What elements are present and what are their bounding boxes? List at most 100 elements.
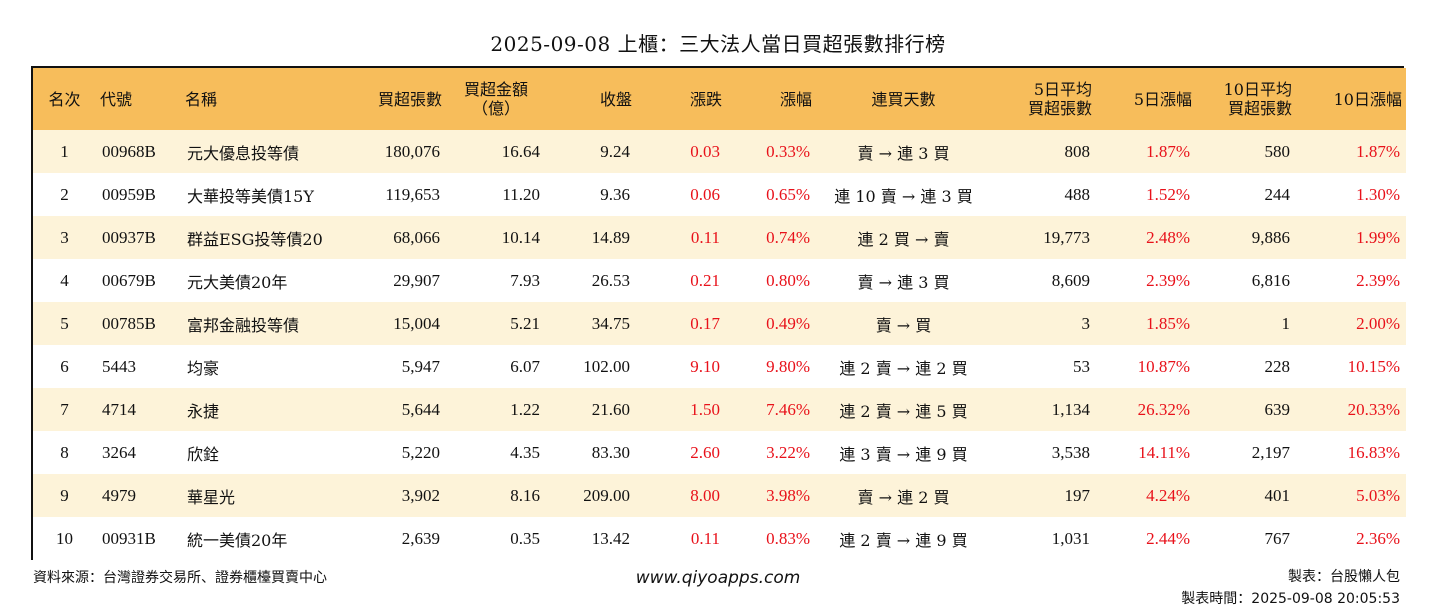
close-cell: 34.75 — [591, 313, 630, 333]
avg10-cell: 9,886 — [1251, 227, 1290, 247]
streak-cell: 賣 → 連 2 買 — [857, 487, 950, 507]
close-cell: 9.36 — [600, 184, 630, 204]
buy-amount-cell: 4.35 — [510, 442, 540, 462]
header-avg10: 10日平均 買超張數 — [1196, 68, 1296, 130]
avg10-cell: 401 — [1264, 485, 1291, 505]
close-cell: 13.42 — [591, 528, 630, 548]
change-cell: 2.60 — [690, 442, 720, 462]
rank-cell: 8 — [60, 442, 69, 462]
header-buy-amount-line1: 買超金額 — [463, 80, 528, 99]
buy-amount-cell: 0.35 — [510, 528, 540, 548]
pct5-cell: 1.52% — [1146, 184, 1190, 204]
close-cell: 21.60 — [591, 399, 630, 419]
buy-lots-cell: 15,004 — [393, 313, 440, 333]
table-row: 4 00679B 元大美債20年 29,907 7.93 26.53 0.21 0.80% 賣 … — [33, 259, 1406, 302]
pct5-cell: 26.32% — [1137, 399, 1190, 419]
maker-info: 製表：台股懶人包 製表時間：2025-09-08 20:05:53 — [1181, 566, 1400, 610]
pct5-cell: 1.87% — [1146, 141, 1190, 161]
close-cell: 102.00 — [583, 356, 630, 376]
code-cell: 00968B — [102, 141, 156, 161]
streak-cell: 賣 → 連 3 買 — [857, 143, 950, 163]
pct10-cell: 1.87% — [1356, 141, 1400, 161]
header-pct5: 5日漲幅 — [1133, 89, 1192, 109]
source-note: 資料來源：台灣證券交易所、證券櫃檯買賣中心 — [33, 570, 327, 586]
header-avg10-line1: 10日平均 — [1223, 80, 1292, 99]
change-cell: 0.03 — [690, 141, 720, 161]
header-buy-amount-line2: （億） — [471, 99, 520, 118]
header-pct: 漲幅 — [779, 89, 812, 109]
code-cell: 4979 — [102, 485, 136, 505]
streak-cell: 連 3 賣 → 連 9 買 — [839, 444, 968, 464]
change-cell: 0.06 — [690, 184, 720, 204]
avg10-cell: 6,816 — [1251, 270, 1290, 290]
pct-cell: 0.65% — [766, 184, 810, 204]
rank-cell: 7 — [60, 399, 69, 419]
streak-cell: 連 2 賣 → 連 2 買 — [839, 358, 968, 378]
rank-cell: 9 — [60, 485, 69, 505]
pct5-cell: 2.48% — [1146, 227, 1190, 247]
avg5-cell: 8,609 — [1051, 270, 1090, 290]
website-link[interactable]: www.qiyoapps.com — [635, 568, 801, 588]
name-cell: 欣銓 — [187, 444, 220, 464]
avg5-cell: 19,773 — [1043, 227, 1090, 247]
buy-lots-cell: 3,902 — [401, 485, 440, 505]
streak-cell: 連 2 買 → 賣 — [857, 229, 950, 249]
name-cell: 華星光 — [187, 487, 236, 507]
name-cell: 富邦金融投等債 — [187, 315, 300, 335]
made-time: 製表時間：2025-09-08 20:05:53 — [1181, 591, 1400, 607]
pct5-cell: 4.24% — [1146, 485, 1190, 505]
header-streak: 連買天數 — [871, 89, 936, 109]
streak-cell: 賣 → 買 — [875, 315, 932, 335]
pct-cell: 7.46% — [766, 399, 810, 419]
header-change: 漲跌 — [689, 89, 722, 109]
buy-amount-cell: 8.16 — [510, 485, 540, 505]
table-header-row: 名次 代號 名稱 買超張數 買超金額 （億） 收盤 漲跌 漲幅 連買天數 5日平… — [33, 68, 1406, 130]
code-cell: 00931B — [102, 528, 156, 548]
buy-amount-cell: 10.14 — [501, 227, 540, 247]
change-cell: 9.10 — [690, 356, 720, 376]
avg10-cell: 1 — [1281, 313, 1291, 333]
pct-cell: 0.49% — [766, 313, 810, 333]
pct10-cell: 10.15% — [1347, 356, 1400, 376]
rank-cell: 6 — [60, 356, 69, 376]
pct10-cell: 2.00% — [1356, 313, 1400, 333]
rank-cell: 3 — [60, 227, 69, 247]
table-row: 1 00968B 元大優息投等債 180,076 16.64 9.24 0.03 0.33% 賣… — [33, 130, 1406, 173]
code-cell: 3264 — [102, 442, 136, 462]
code-cell: 5443 — [102, 356, 136, 376]
table-body: 1 00968B 元大優息投等債 180,076 16.64 9.24 0.03 0.33% 賣… — [33, 130, 1406, 560]
page-title: 2025-09-08 上櫃：三大法人當日買超張數排行榜 — [490, 32, 946, 56]
pct10-cell: 5.03% — [1356, 485, 1400, 505]
rank-cell: 4 — [60, 270, 69, 290]
rank-cell: 5 — [60, 313, 69, 333]
change-cell: 8.00 — [690, 485, 720, 505]
pct-cell: 9.80% — [766, 356, 810, 376]
name-cell: 均豪 — [187, 358, 220, 378]
buy-lots-cell: 5,644 — [401, 399, 440, 419]
pct10-cell: 20.33% — [1347, 399, 1400, 419]
avg5-cell: 1,134 — [1051, 399, 1090, 419]
pct-cell: 0.80% — [766, 270, 810, 290]
pct-cell: 0.74% — [766, 227, 810, 247]
pct-cell: 3.98% — [766, 485, 810, 505]
pct5-cell: 1.85% — [1146, 313, 1190, 333]
header-avg5-line1: 5日平均 — [1033, 80, 1092, 99]
name-cell: 元大優息投等債 — [187, 143, 300, 163]
code-cell: 00937B — [102, 227, 156, 247]
buy-amount-cell: 16.64 — [501, 141, 540, 161]
header-rank: 名次 — [48, 89, 81, 109]
ranking-table: 名次 代號 名稱 買超張數 買超金額 （億） 收盤 漲跌 漲幅 連買天數 5日平… — [31, 66, 1406, 560]
change-cell: 0.11 — [690, 227, 720, 247]
buy-amount-cell: 11.20 — [502, 184, 540, 204]
header-buy-lots: 買超張數 — [377, 89, 442, 109]
close-cell: 209.00 — [583, 485, 630, 505]
pct-cell: 3.22% — [766, 442, 810, 462]
table-row: 8 3264 欣銓 5,220 4.35 83.30 2.60 3.22% 連 3 賣 → 連 … — [33, 431, 1406, 474]
header-close: 收盤 — [599, 89, 632, 109]
pct5-cell: 2.44% — [1146, 528, 1190, 548]
name-cell: 群益ESG投等債20 — [187, 229, 323, 249]
pct5-cell: 2.39% — [1146, 270, 1190, 290]
avg10-cell: 2,197 — [1251, 442, 1290, 462]
pct-cell: 0.83% — [766, 528, 810, 548]
pct10-cell: 1.30% — [1356, 184, 1400, 204]
